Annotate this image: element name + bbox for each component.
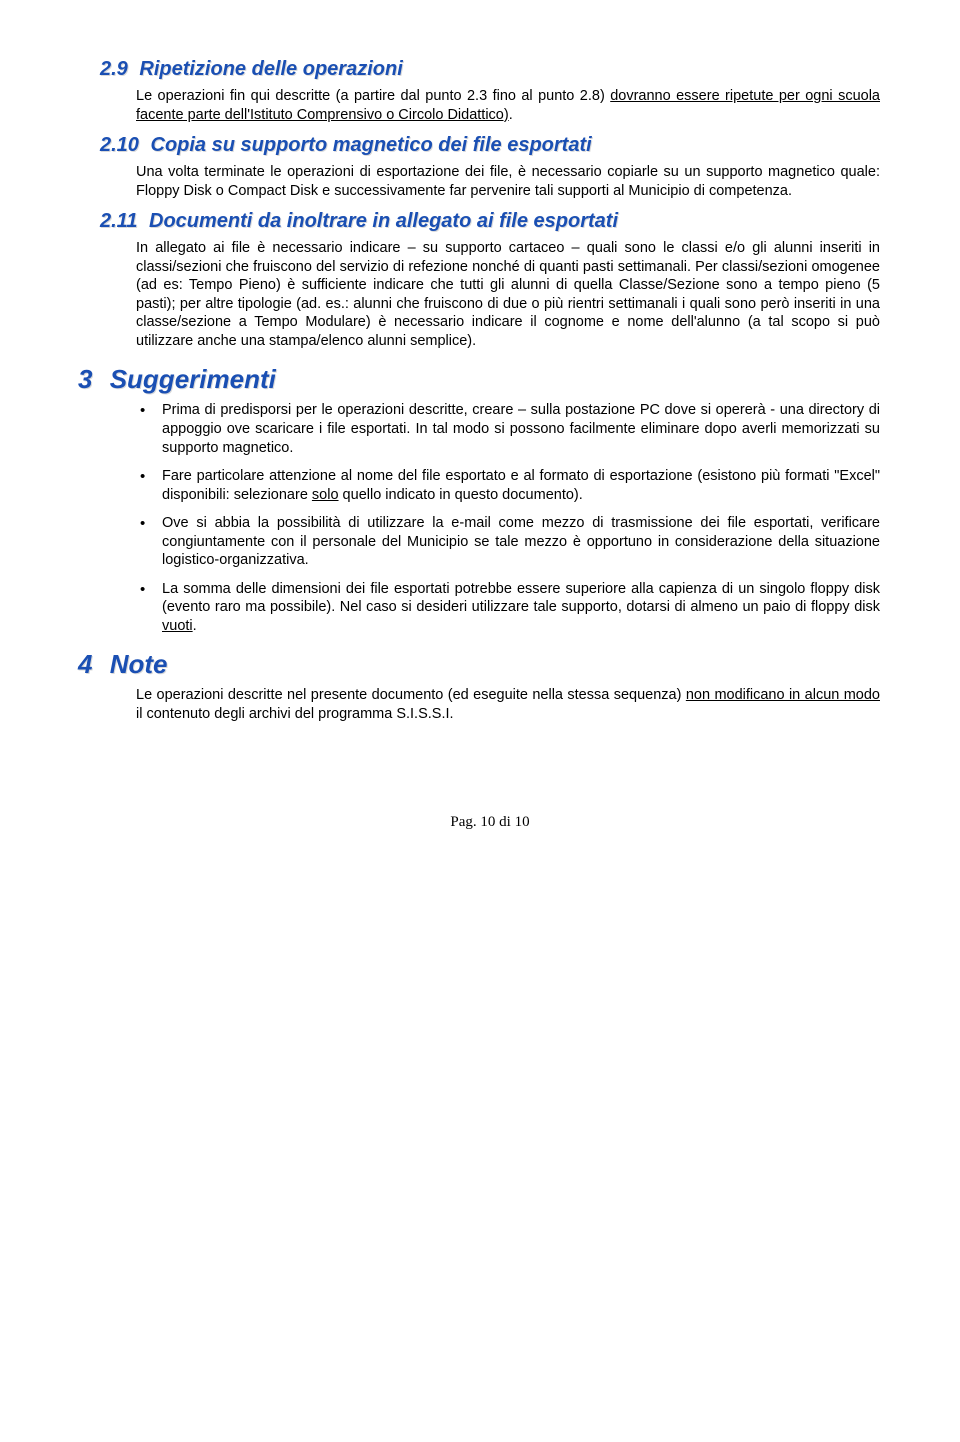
heading-title: Documenti da inoltrare in allegato ai fi… (149, 210, 618, 232)
text-underlined: solo (312, 487, 339, 503)
heading-number: 2.9 (100, 58, 128, 80)
heading-number: 4 (78, 649, 92, 679)
text-run: La somma delle dimensioni dei file espor… (162, 581, 880, 616)
heading-number: 3 (78, 364, 92, 394)
heading-title: Ripetizione delle operazioni (139, 58, 402, 80)
suggerimenti-list: Prima di predisporsi per le operazioni d… (136, 401, 880, 635)
text-run: Le operazioni fin qui descritte (a parti… (136, 88, 610, 104)
text-underlined: vuoti (162, 618, 193, 634)
list-item: Ove si abbia la possibilità di utilizzar… (136, 514, 880, 570)
list-item: Fare particolare attenzione al nome del … (136, 467, 880, 504)
section-2-10-body: Una volta terminate le operazioni di esp… (136, 163, 880, 200)
heading-2-11: 2.11 Documenti da inoltrare in allegato … (100, 210, 880, 233)
section-2-9-body: Le operazioni fin qui descritte (a parti… (136, 87, 880, 124)
heading-title: Copia su supporto magnetico dei file esp… (151, 134, 592, 156)
heading-number: 2.10 (100, 134, 139, 156)
heading-2-10: 2.10 Copia su supporto magnetico dei fil… (100, 134, 880, 157)
text-run: quello indicato in questo documento). (339, 487, 583, 503)
list-item: La somma delle dimensioni dei file espor… (136, 580, 880, 636)
heading-number: 2.11 (100, 210, 137, 232)
text-run: . (509, 107, 513, 123)
section-4-body: Le operazioni descritte nel presente doc… (136, 686, 880, 723)
text-run: il contenuto degli archivi del programma… (136, 706, 454, 722)
heading-title: Suggerimenti (110, 364, 276, 394)
text-run: Ove si abbia la possibilità di utilizzar… (162, 515, 880, 568)
heading-2-9: 2.9 Ripetizione delle operazioni (100, 58, 880, 81)
heading-title: Note (110, 649, 168, 679)
heading-4: 4 Note (78, 649, 880, 680)
text-run: . (193, 618, 197, 634)
text-run: Prima di predisporsi per le operazioni d… (162, 402, 880, 455)
text-run: Le operazioni descritte nel presente doc… (136, 687, 686, 703)
page-container: 2.9 Ripetizione delle operazioni Le oper… (0, 0, 960, 871)
list-item: Prima di predisporsi per le operazioni d… (136, 401, 880, 457)
section-2-11-body: In allegato ai file è necessario indicar… (136, 239, 880, 350)
heading-3: 3 Suggerimenti (78, 364, 880, 395)
text-underlined: non modificano in alcun modo (686, 687, 880, 703)
page-footer: Pag. 10 di 10 (100, 814, 880, 831)
